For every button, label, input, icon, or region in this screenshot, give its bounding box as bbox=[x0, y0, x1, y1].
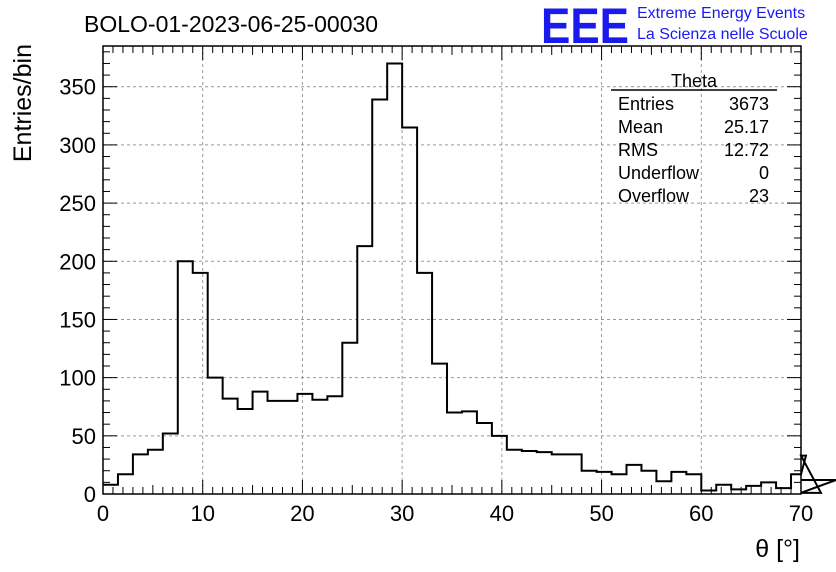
y-tick-label: 250 bbox=[59, 191, 96, 216]
x-tick-labels: 0 10 20 30 40 50 60 70 bbox=[97, 501, 813, 526]
y-tick-labels: 0 50 100 150 200 250 300 350 bbox=[59, 75, 96, 507]
stats-value-mean: 25.17 bbox=[724, 117, 769, 137]
y-tick-label: 200 bbox=[59, 249, 96, 274]
stats-label-mean: Mean bbox=[618, 117, 663, 137]
y-tick-label: 100 bbox=[59, 366, 96, 391]
x-axis-label: θ [°] bbox=[755, 535, 800, 563]
x-tick-label: 40 bbox=[490, 501, 514, 526]
x-tick-label: 0 bbox=[97, 501, 109, 526]
y-tick-label: 0 bbox=[84, 482, 96, 507]
y-tick-label: 50 bbox=[72, 424, 96, 449]
y-tick-label: 300 bbox=[59, 133, 96, 158]
x-tick-label: 10 bbox=[190, 501, 214, 526]
stats-label-overflow: Overflow bbox=[618, 186, 690, 206]
stats-title: Theta bbox=[671, 71, 718, 91]
logo-line-1: Extreme Energy Events bbox=[637, 5, 805, 22]
x-tick-label: 50 bbox=[589, 501, 613, 526]
eee-logo: EEE Extreme Energy Events La Scienza nel… bbox=[541, 0, 808, 54]
x-tick-label: 20 bbox=[290, 501, 314, 526]
stats-box: Theta Entries 3673 Mean 25.17 RMS 12.72 … bbox=[611, 71, 777, 206]
stats-value-rms: 12.72 bbox=[724, 140, 769, 160]
stats-label-entries: Entries bbox=[618, 94, 674, 114]
y-axis-label: Entries/bin bbox=[9, 44, 37, 162]
chart-title: BOLO-01-2023-06-25-00030 bbox=[84, 11, 378, 37]
x-tick-label: 30 bbox=[390, 501, 414, 526]
logo-line-2: La Scienza nelle Scuole bbox=[637, 26, 808, 43]
stats-label-rms: RMS bbox=[618, 140, 658, 160]
stats-value-entries: 3673 bbox=[729, 94, 769, 114]
histogram-outline bbox=[103, 62, 836, 494]
logo-mark: EEE bbox=[541, 0, 629, 54]
stats-label-underflow: Underflow bbox=[618, 163, 700, 183]
x-tick-label: 70 bbox=[789, 501, 813, 526]
y-tick-label: 150 bbox=[59, 307, 96, 332]
stats-value-underflow: 0 bbox=[759, 163, 769, 183]
x-tick-label: 60 bbox=[689, 501, 713, 526]
plot-frame bbox=[102, 45, 802, 495]
grid-lines bbox=[103, 46, 801, 494]
stats-value-overflow: 23 bbox=[749, 186, 769, 206]
y-tick-label: 350 bbox=[59, 75, 96, 100]
